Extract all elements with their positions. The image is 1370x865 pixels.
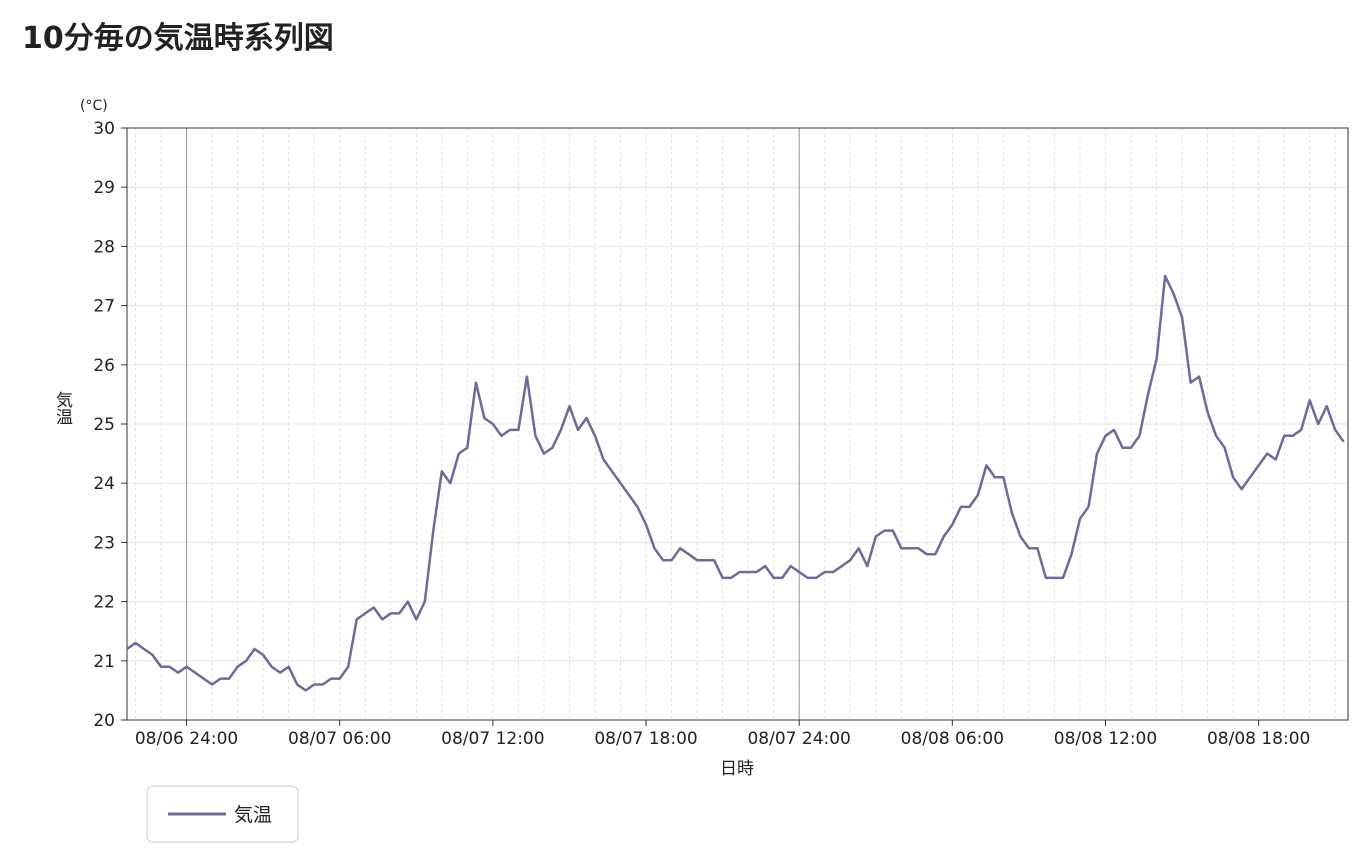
- y-tick-label: 23: [93, 533, 115, 553]
- y-tick-label: 26: [93, 356, 115, 376]
- y-tick-label: 21: [93, 652, 115, 672]
- x-tick-label: 08/08 06:00: [901, 729, 1004, 749]
- x-tick-label: 08/07 24:00: [747, 729, 850, 749]
- y-tick-label: 22: [93, 593, 115, 613]
- y-tick-label: 28: [93, 237, 115, 257]
- y-tick-label: 29: [93, 178, 115, 198]
- x-tick-label: 08/08 18:00: [1207, 729, 1310, 749]
- y-tick-label: 20: [93, 711, 115, 731]
- x-tick-label: 08/07 18:00: [594, 729, 697, 749]
- y-tick-label: 30: [93, 119, 115, 139]
- y-unit: (°C): [80, 98, 108, 114]
- x-tick-label: 08/07 12:00: [441, 729, 544, 749]
- x-tick-label: 08/07 06:00: [288, 729, 391, 749]
- y-tick-label: 25: [93, 415, 115, 435]
- legend-label: 気温: [234, 804, 272, 826]
- x-tick-label: 08/06 24:00: [135, 729, 238, 749]
- x-axis-label: 日時: [720, 759, 754, 779]
- chart-title: 10分毎の気温時系列図: [22, 21, 334, 56]
- data-line: [126, 274, 1345, 692]
- y-tick-label: 27: [93, 297, 115, 317]
- x-tick-label: 08/08 12:00: [1054, 729, 1157, 749]
- y-tick-label: 24: [93, 474, 115, 494]
- y-axis-label: 気温: [52, 391, 73, 425]
- plot-frame: [126, 127, 1349, 721]
